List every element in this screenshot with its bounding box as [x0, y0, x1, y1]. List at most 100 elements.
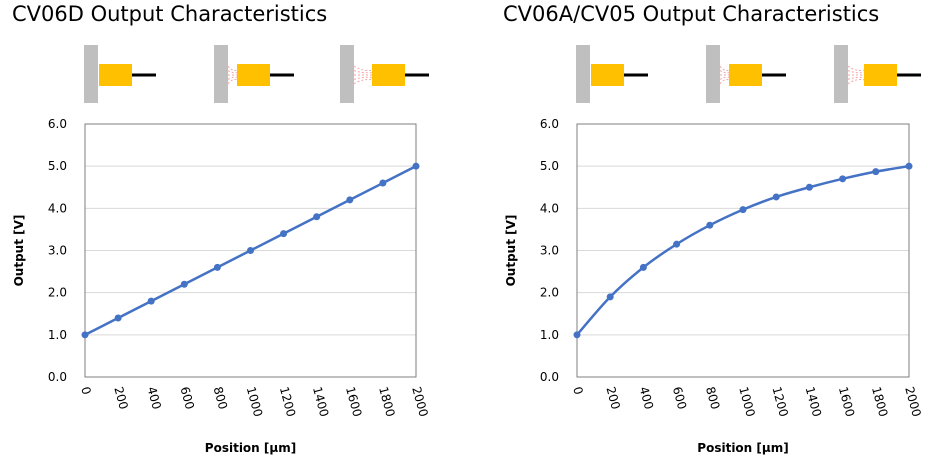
x-tick-label: 1200	[769, 385, 790, 418]
data-point	[247, 247, 254, 254]
data-point	[280, 230, 288, 238]
target-wall	[340, 45, 354, 103]
data-point	[805, 183, 813, 191]
sensor-body	[864, 64, 897, 86]
x-axis-title: Position [µm]	[205, 441, 296, 455]
field-line	[719, 65, 730, 72]
data-point	[739, 206, 747, 214]
sensor-body	[237, 64, 270, 86]
x-axis-title: Position [µm]	[697, 441, 788, 455]
sensor-body	[729, 64, 762, 86]
y-tick-label: 6.0	[540, 117, 559, 131]
x-tick-label: 400	[637, 385, 656, 411]
y-axis-title: Output [V]	[504, 215, 518, 287]
data-point	[872, 168, 880, 176]
x-tick-label: 0	[78, 385, 94, 396]
field-line	[353, 70, 373, 74]
y-tick-label: 4.0	[540, 201, 559, 215]
data-point	[673, 240, 681, 248]
plot-area-border	[84, 123, 417, 378]
sensor-body	[591, 64, 624, 86]
x-tick-label: 200	[111, 385, 130, 411]
data-point	[905, 162, 913, 170]
y-tick-label: 4.0	[48, 201, 67, 215]
y-tick-label: 6.0	[48, 117, 67, 131]
x-tick-label: 200	[603, 385, 622, 411]
target-wall	[214, 45, 228, 103]
y-axis-title: Output [V]	[12, 215, 26, 287]
data-point	[213, 263, 221, 271]
data-point	[772, 193, 780, 201]
data-point	[839, 175, 847, 183]
field-line	[847, 65, 865, 72]
field-line	[353, 78, 373, 85]
field-line	[353, 76, 373, 80]
x-tick-label: 800	[211, 385, 230, 411]
data-point	[114, 314, 122, 322]
sensor-body	[372, 64, 405, 86]
chart-title-left: CV06D Output Characteristics	[12, 2, 328, 26]
target-wall	[834, 45, 848, 103]
field-line	[227, 70, 238, 74]
y-tick-label: 3.0	[48, 244, 67, 258]
y-tick-label: 2.0	[48, 286, 67, 300]
sensor-illustration-right-1	[576, 45, 648, 103]
target-wall	[84, 45, 98, 103]
y-tick-label: 2.0	[540, 286, 559, 300]
chart-left: 0.0 1.0 2.0 3.0 4.0 5.0 6.0 0 200 400 600 800 1000 12…	[12, 117, 431, 455]
data-point	[81, 331, 89, 339]
field-line	[847, 78, 865, 85]
field-line	[227, 76, 238, 80]
field-line	[227, 78, 238, 85]
y-tick-label: 0.0	[540, 370, 559, 384]
field-line	[719, 76, 730, 80]
field-line	[719, 70, 730, 74]
sensor-illustration-right-3	[834, 45, 921, 103]
field-line	[847, 76, 865, 80]
plot-area-border	[576, 123, 910, 378]
y-tick-label: 1.0	[48, 328, 67, 342]
sensor-illustration-left-2	[214, 45, 294, 103]
field-line	[719, 78, 730, 85]
x-tick-label: 600	[670, 385, 689, 411]
data-point	[313, 213, 321, 221]
x-tick-label: 400	[144, 385, 163, 411]
sensor-illustration-left-1	[84, 45, 156, 103]
data-point	[379, 179, 387, 187]
data-point	[573, 331, 581, 339]
target-wall	[576, 45, 590, 103]
sensor-illustrations	[84, 45, 921, 103]
x-tick-label: 1200	[277, 385, 298, 418]
x-tick-label: 1800	[376, 385, 397, 418]
y-tick-label: 0.0	[48, 370, 67, 384]
x-tick-label: 1400	[803, 385, 824, 418]
sensor-body	[99, 64, 132, 86]
sensor-illustration-right-2	[706, 45, 786, 103]
x-tick-label: 1600	[343, 385, 364, 418]
x-tick-label: 1000	[244, 385, 265, 418]
x-tick-label: 0	[570, 385, 586, 396]
data-point	[639, 263, 647, 271]
x-tick-label: 1800	[869, 385, 890, 418]
y-tick-label: 1.0	[540, 328, 559, 342]
target-wall	[706, 45, 720, 103]
data-point	[706, 221, 714, 229]
data-point	[346, 196, 354, 204]
field-line	[847, 70, 865, 74]
x-tick-label: 800	[703, 385, 722, 411]
data-point	[412, 162, 420, 170]
x-tick-label: 600	[178, 385, 197, 411]
x-tick-label: 2000	[409, 385, 430, 418]
data-point	[180, 280, 188, 288]
field-line	[353, 65, 373, 72]
y-tick-label: 5.0	[48, 159, 67, 173]
sensor-illustration-left-3	[340, 45, 429, 103]
x-tick-label: 1600	[836, 385, 857, 418]
y-tick-label: 5.0	[540, 159, 559, 173]
data-point	[606, 293, 614, 301]
field-line	[227, 65, 238, 72]
x-tick-label: 2000	[902, 385, 923, 418]
chart-title-right: CV06A/CV05 Output Characteristics	[503, 2, 880, 26]
chart-right: 0.0 1.0 2.0 3.0 4.0 5.0 6.0 0 200 400 600 800 1000 12…	[504, 117, 924, 455]
